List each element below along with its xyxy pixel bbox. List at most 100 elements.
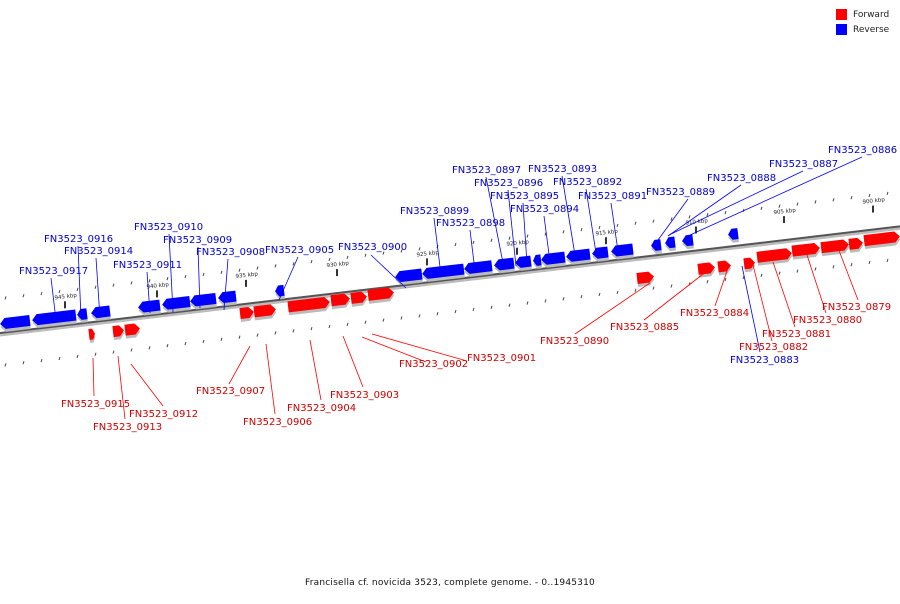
minor-tick-lower [778,271,781,275]
minor-tick-upper [274,264,277,268]
legend-reverse-swatch [836,24,847,35]
reverse-gene-arrow [0,314,31,332]
forward-gene-label: FN3523_0881 [762,329,831,340]
minor-tick-upper [526,234,529,238]
reverse-gene-label: FN3523_0893 [528,164,597,175]
forward-gene-label: FN3523_0904 [287,403,356,414]
reverse-gene-arrow [162,296,191,313]
minor-tick-lower [310,326,313,331]
gene-arrow-body [422,263,465,279]
forward-gene-label: FN3523_0884 [680,308,749,319]
minor-tick-upper [562,230,565,234]
forward-gene-label: FN3523_0903 [330,390,399,401]
reverse-gene-label: FN3523_0892 [553,177,622,188]
legend-reverse-label: Reverse [853,24,890,35]
gene-arrow-body [682,234,694,247]
reverse-gene-leader [585,188,597,254]
minor-tick-upper [94,285,97,289]
forward-gene-arrow [697,262,716,278]
minor-tick-lower [724,277,727,282]
gene-arrow-body [218,290,237,304]
minor-tick-upper [346,255,349,260]
minor-tick-lower [148,346,151,350]
reverse-gene-arrow [464,260,493,277]
reverse-gene-arrow [611,243,634,260]
minor-tick-upper [256,266,259,270]
minor-tick-lower [670,284,673,288]
reverse-gene-label: FN3523_0917 [19,266,88,277]
minor-tick-upper [76,287,79,292]
gene-arrow-body [848,237,863,250]
minor-tick-upper [814,200,817,204]
reverse-gene-arrow [665,236,676,252]
gene-arrow-body [791,242,820,257]
forward-gene-arrow [717,260,732,276]
forward-gene-leader [772,261,796,328]
legend: Forward Reverse [836,7,889,37]
minor-tick-upper [130,281,133,285]
minor-tick-upper [490,238,493,242]
gene-arrow-body [651,239,662,251]
reverse-gene-label: FN3523_0895 [490,191,559,202]
reverse-gene-arrow [190,292,217,310]
reverse-gene-arrow [592,246,609,262]
forward-gene-arrow [367,287,395,304]
forward-gene-leader [130,363,164,407]
forward-gene-label: FN3523_0907 [196,386,265,397]
minor-tick-lower [274,331,277,335]
minor-tick-lower [634,288,637,292]
reverse-gene-arrow [533,254,542,269]
gene-arrow-body [395,268,423,283]
forward-gene-leader [752,264,773,342]
forward-gene-label: FN3523_0915 [61,399,130,410]
kbp-tick-label: 930 kbp [326,261,349,270]
minor-tick-lower [886,258,889,263]
gene-arrow-body [91,305,111,319]
kbp-tick-label: 945 kbp [54,293,77,302]
forward-gene-arrow [350,291,368,307]
minor-tick-upper [688,215,691,219]
forward-gene-arrow [743,257,756,273]
minor-tick-upper [364,253,367,257]
minor-tick-upper [148,279,151,283]
minor-tick-upper [868,193,871,198]
reverse-gene-arrow [566,248,591,265]
reverse-gene-label: FN3523_0899 [400,206,469,217]
gene-arrow-body [330,293,350,307]
minor-tick-upper [598,225,601,230]
forward-gene-arrow [791,242,821,260]
minor-tick-upper [382,251,385,255]
forward-gene-label: FN3523_0890 [540,336,609,347]
reverse-gene-label: FN3523_0888 [707,173,776,184]
gene-arrow-body [190,292,217,307]
minor-tick-lower [706,280,709,284]
reverse-gene-label: FN3523_0914 [64,246,133,257]
forward-gene-label: FN3523_0879 [822,302,891,313]
reverse-gene-arrow [77,308,88,323]
forward-gene-leader [805,251,827,314]
genome-backbone [0,225,900,334]
reverse-gene-label: FN3523_0909 [163,235,232,246]
reverse-gene-arrow [494,257,515,274]
minor-tick-lower [400,316,403,320]
reverse-gene-arrow [218,290,237,307]
minor-tick-upper [886,191,889,196]
reverse-gene-leader [689,156,863,236]
reverse-gene-leader [95,257,101,319]
reverse-gene-label: FN3523_0911 [113,260,182,271]
reverse-gene-arrow [541,251,566,268]
reverse-gene-arrow [422,263,465,282]
minor-tick-lower [454,309,457,314]
forward-gene-label: FN3523_0913 [93,422,162,433]
gene-arrow-body [112,325,124,338]
reverse-gene-label: FN3523_0916 [44,234,113,245]
minor-tick-lower [508,303,511,307]
forward-gene-arrow [253,304,277,321]
forward-gene-arrow [124,323,141,339]
gene-arrow-body [0,314,31,329]
reverse-gene-label: FN3523_0886 [828,145,897,156]
reverse-gene-label: FN3523_0905 [265,245,334,256]
minor-tick-lower [562,297,565,301]
